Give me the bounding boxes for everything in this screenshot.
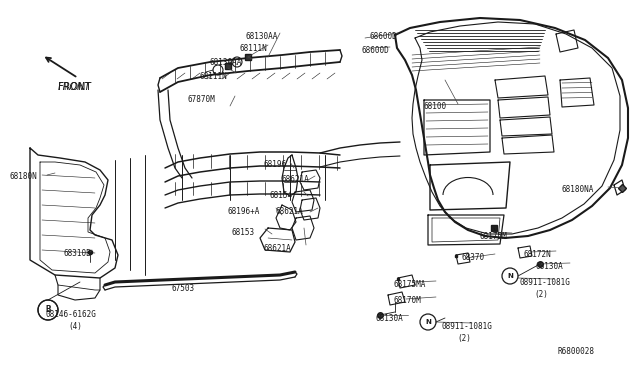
Text: N: N [425,319,431,325]
Text: 68100: 68100 [424,102,447,111]
Text: 68621A: 68621A [276,207,304,216]
Text: 68172N: 68172N [524,250,552,259]
Text: 68130AA: 68130AA [245,32,277,41]
Text: 68130AA: 68130AA [210,58,243,67]
Text: N: N [507,273,513,279]
Text: (4): (4) [68,322,82,331]
Text: 68154: 68154 [270,191,293,200]
Text: 68180NA: 68180NA [562,185,595,194]
Text: 67503: 67503 [172,284,195,293]
Text: 67870M: 67870M [187,95,215,104]
Text: 68600D: 68600D [369,32,397,41]
Text: (2): (2) [534,290,548,299]
Text: 68175MA: 68175MA [393,280,426,289]
Text: 08911-1081G: 08911-1081G [519,278,570,287]
Text: 68196+A: 68196+A [228,207,260,216]
Text: 68130A: 68130A [375,314,403,323]
Text: 68170M: 68170M [393,296,420,305]
Text: R6800028: R6800028 [558,347,595,356]
Text: 68621A: 68621A [263,244,291,253]
Text: 68621A: 68621A [282,175,310,184]
Text: (2): (2) [457,334,471,343]
Text: 68111N: 68111N [240,44,268,53]
Text: 68175M: 68175M [480,232,508,241]
Text: 68600D: 68600D [362,46,390,55]
Text: 68180N: 68180N [10,172,38,181]
Text: 68370: 68370 [462,253,485,262]
Text: 68196: 68196 [264,160,287,169]
Text: 68153: 68153 [232,228,255,237]
Text: FRONT: FRONT [58,82,92,92]
Text: B: B [45,305,51,314]
Text: 68310B: 68310B [64,249,92,258]
Text: FRONT: FRONT [58,82,92,92]
Text: B: B [45,305,51,314]
Text: 08911-1081G: 08911-1081G [441,322,492,331]
Text: 68130A: 68130A [536,262,564,271]
Text: 68111N: 68111N [200,72,228,81]
Text: 08146-6162G: 08146-6162G [46,310,97,319]
